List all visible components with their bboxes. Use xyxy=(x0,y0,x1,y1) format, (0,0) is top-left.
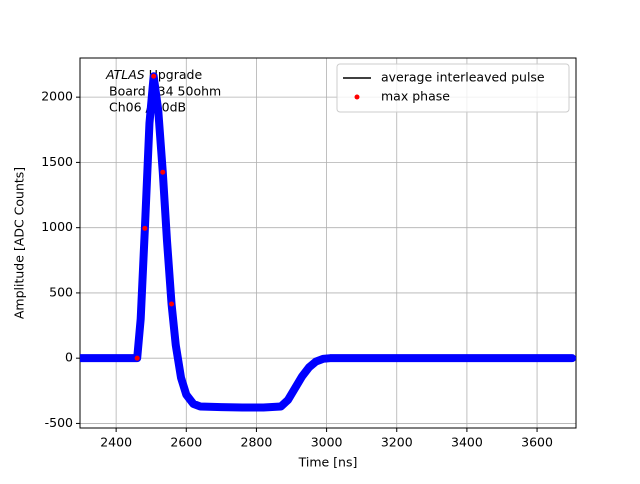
legend-label: average interleaved pulse xyxy=(381,70,545,85)
annotation-atlas: ATLAS xyxy=(105,67,145,82)
max-phase-point xyxy=(142,225,148,231)
x-tick-label: 3600 xyxy=(521,435,553,450)
legend: average interleaved pulse max phase xyxy=(336,63,570,113)
sample-band xyxy=(80,72,576,412)
y-tick-label: -500 xyxy=(45,415,73,430)
plot-area xyxy=(80,58,576,428)
max-phase-point xyxy=(160,169,166,175)
annotation-upgrade: Upgrade xyxy=(149,67,203,82)
annotation: Board 634 50ohm xyxy=(109,84,221,99)
y-tick-label: 0 xyxy=(65,350,73,365)
axes-frame xyxy=(79,57,577,429)
y-axis-label: Amplitude [ADC Counts] xyxy=(12,167,27,319)
x-tick-label: 2400 xyxy=(100,435,132,450)
series-layer xyxy=(80,72,576,412)
y-tick-label: 500 xyxy=(49,284,73,299)
x-tick-label: 3200 xyxy=(381,435,413,450)
y-tick-label: 1500 xyxy=(41,154,73,169)
x-tick-label: 2800 xyxy=(241,435,273,450)
legend-label: max phase xyxy=(381,89,450,104)
annotation: ATLAS Upgrade xyxy=(105,67,202,82)
y-tick-label: 2000 xyxy=(41,89,73,104)
x-tick-label: 2600 xyxy=(170,435,202,450)
legend-marker xyxy=(354,94,360,100)
max-phase-point xyxy=(169,301,175,307)
x-tick-label: 3400 xyxy=(451,435,483,450)
x-tick-label: 3000 xyxy=(311,435,343,450)
max-phase-point xyxy=(151,73,157,79)
legend-box xyxy=(336,63,570,113)
x-axis-label: Time [ns] xyxy=(298,455,358,470)
y-tick-label: 1000 xyxy=(41,219,73,234)
max-phase-point xyxy=(134,355,140,361)
